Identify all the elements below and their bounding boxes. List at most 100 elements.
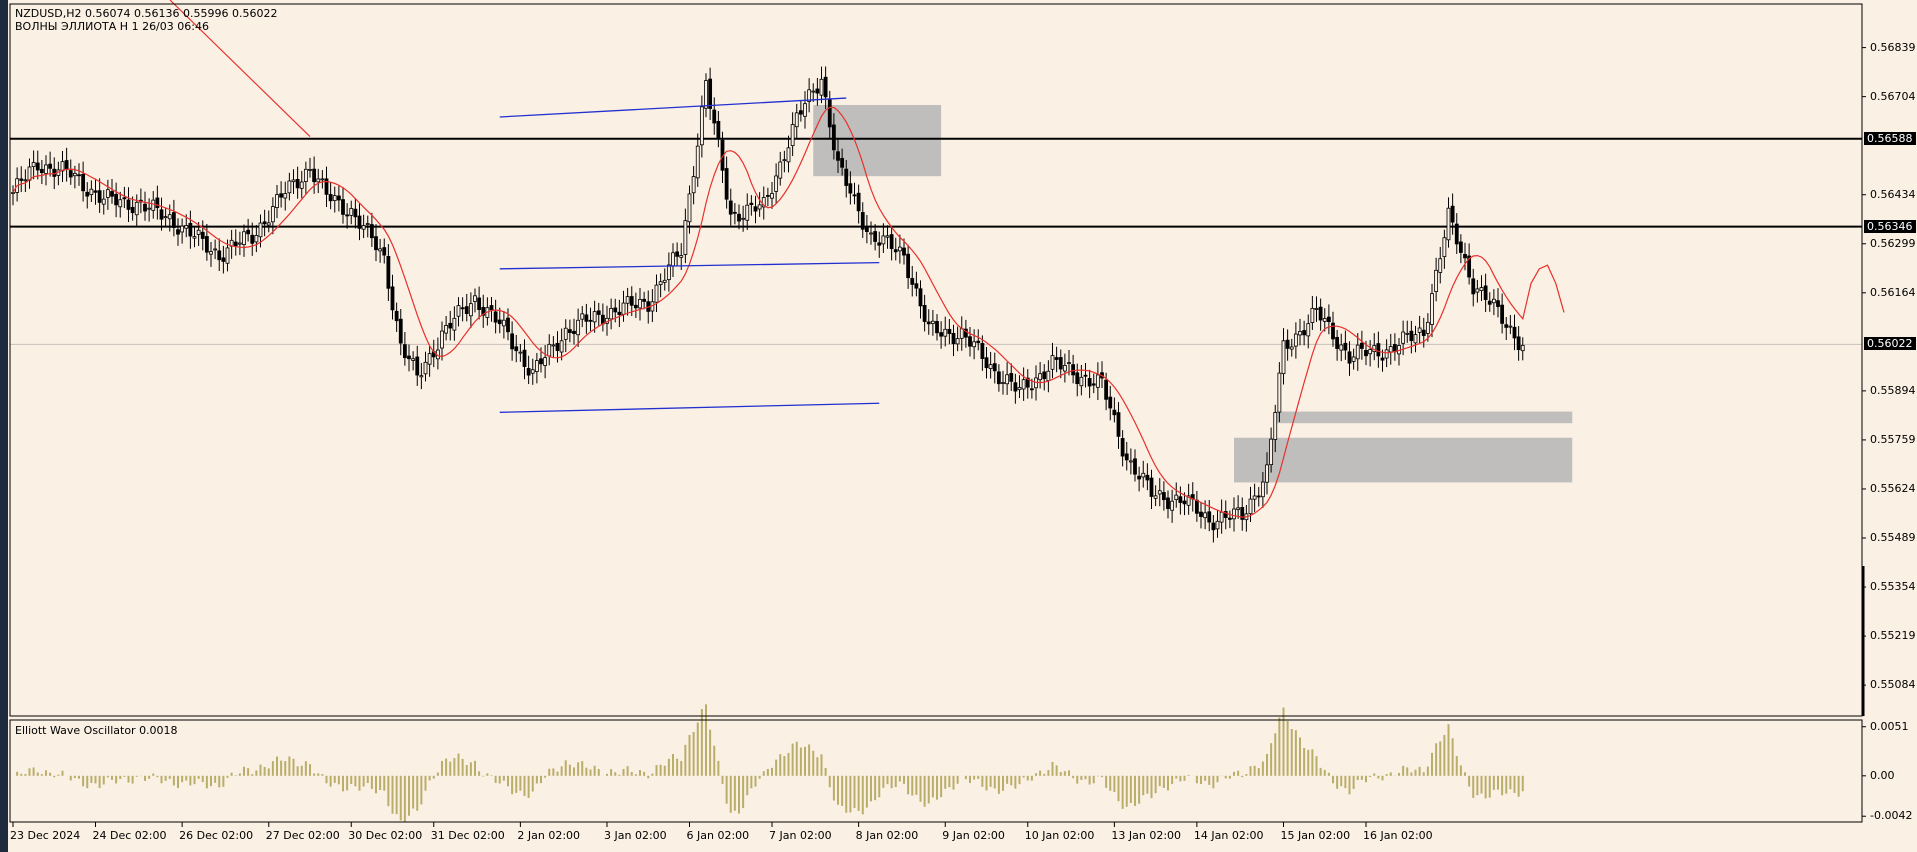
candle	[968, 326, 972, 357]
candle-body	[885, 235, 890, 238]
candle	[1062, 353, 1067, 383]
candle-body	[192, 236, 197, 239]
candle-body	[737, 213, 741, 222]
candle-body	[1355, 344, 1360, 360]
candle	[1223, 500, 1228, 530]
candle	[864, 214, 869, 244]
candle	[836, 139, 840, 173]
price-tick-label: 0.56704	[1870, 89, 1916, 103]
candle-body	[704, 80, 708, 109]
candle-body	[44, 164, 48, 174]
candle-body	[382, 247, 387, 256]
candle	[114, 182, 119, 218]
candle	[176, 218, 180, 246]
candle-body	[1306, 323, 1311, 337]
candle-body	[320, 178, 325, 181]
candle-body	[1438, 258, 1443, 273]
candle	[19, 166, 24, 193]
candle-body	[341, 199, 345, 215]
candle-body	[217, 250, 222, 261]
candle-body	[390, 286, 395, 311]
channel-line-2	[499, 402, 880, 413]
candle-body	[1388, 346, 1393, 353]
candle	[1479, 275, 1484, 301]
candle-body	[81, 173, 86, 192]
candle-body	[291, 179, 296, 183]
candle	[196, 222, 201, 246]
candle-body	[299, 181, 304, 189]
candle-body	[308, 168, 312, 171]
candle-body	[118, 199, 123, 208]
candle-body	[592, 311, 597, 323]
candle-body	[1479, 287, 1484, 291]
candle-body	[534, 360, 539, 372]
candle-body	[910, 278, 915, 285]
candle-body	[1413, 334, 1418, 344]
candle-body	[1467, 255, 1472, 278]
candle	[1434, 257, 1439, 302]
candle	[27, 158, 32, 189]
candle-body	[827, 98, 832, 128]
candle-body	[926, 321, 931, 325]
candle-body	[856, 192, 861, 212]
candle	[464, 293, 469, 322]
candle	[699, 95, 704, 158]
candle	[1347, 341, 1352, 376]
candle-body	[547, 343, 552, 357]
candle	[819, 66, 824, 104]
candle	[151, 191, 156, 219]
candle	[823, 66, 828, 109]
main-panel-frame	[9, 3, 1863, 717]
candle	[184, 214, 189, 238]
candle	[922, 294, 927, 332]
candle-body	[1368, 349, 1373, 355]
candle	[283, 181, 288, 211]
candle-body	[1293, 333, 1298, 347]
candle-body	[1223, 511, 1228, 518]
candle	[1471, 268, 1476, 307]
candle-body	[415, 356, 420, 376]
price-tag-lower: 0.56346	[1864, 219, 1916, 233]
candle	[1001, 370, 1005, 395]
candle-body	[456, 305, 461, 317]
candle	[369, 212, 374, 247]
candle-body	[1504, 324, 1509, 328]
candle-body	[369, 224, 374, 239]
time-label: 15 Jan 02:00	[1280, 829, 1351, 842]
candle-body	[204, 236, 209, 253]
candle	[89, 180, 94, 202]
candle	[930, 309, 935, 336]
candle-body	[1240, 507, 1245, 520]
candle-body	[1108, 396, 1113, 409]
candle	[625, 287, 630, 316]
candle	[11, 185, 15, 206]
candle	[378, 238, 383, 263]
candle-body	[1256, 495, 1261, 498]
candle-body	[1079, 376, 1084, 387]
candle-body	[1401, 331, 1406, 344]
candle-body	[1463, 253, 1467, 259]
candle-body	[889, 234, 894, 249]
candle-body	[501, 319, 506, 327]
candle-body	[543, 357, 548, 366]
candle-body	[411, 358, 416, 361]
candle	[1281, 328, 1286, 385]
candle-body	[1446, 207, 1451, 241]
candle-body	[31, 162, 36, 167]
candle-body	[402, 344, 407, 359]
candle-body	[493, 311, 498, 323]
candle-body	[1454, 223, 1459, 245]
candle-body	[242, 231, 246, 246]
candle-body	[1203, 512, 1208, 519]
candle	[1442, 229, 1447, 269]
candle	[893, 237, 898, 261]
candle-body	[1178, 496, 1183, 503]
candle-body	[1491, 298, 1496, 304]
candle-body	[1017, 387, 1022, 391]
candle-body	[1248, 498, 1253, 515]
candle-body	[464, 306, 469, 314]
candle	[691, 166, 696, 205]
candle-body	[555, 342, 560, 351]
candle	[1227, 510, 1232, 529]
